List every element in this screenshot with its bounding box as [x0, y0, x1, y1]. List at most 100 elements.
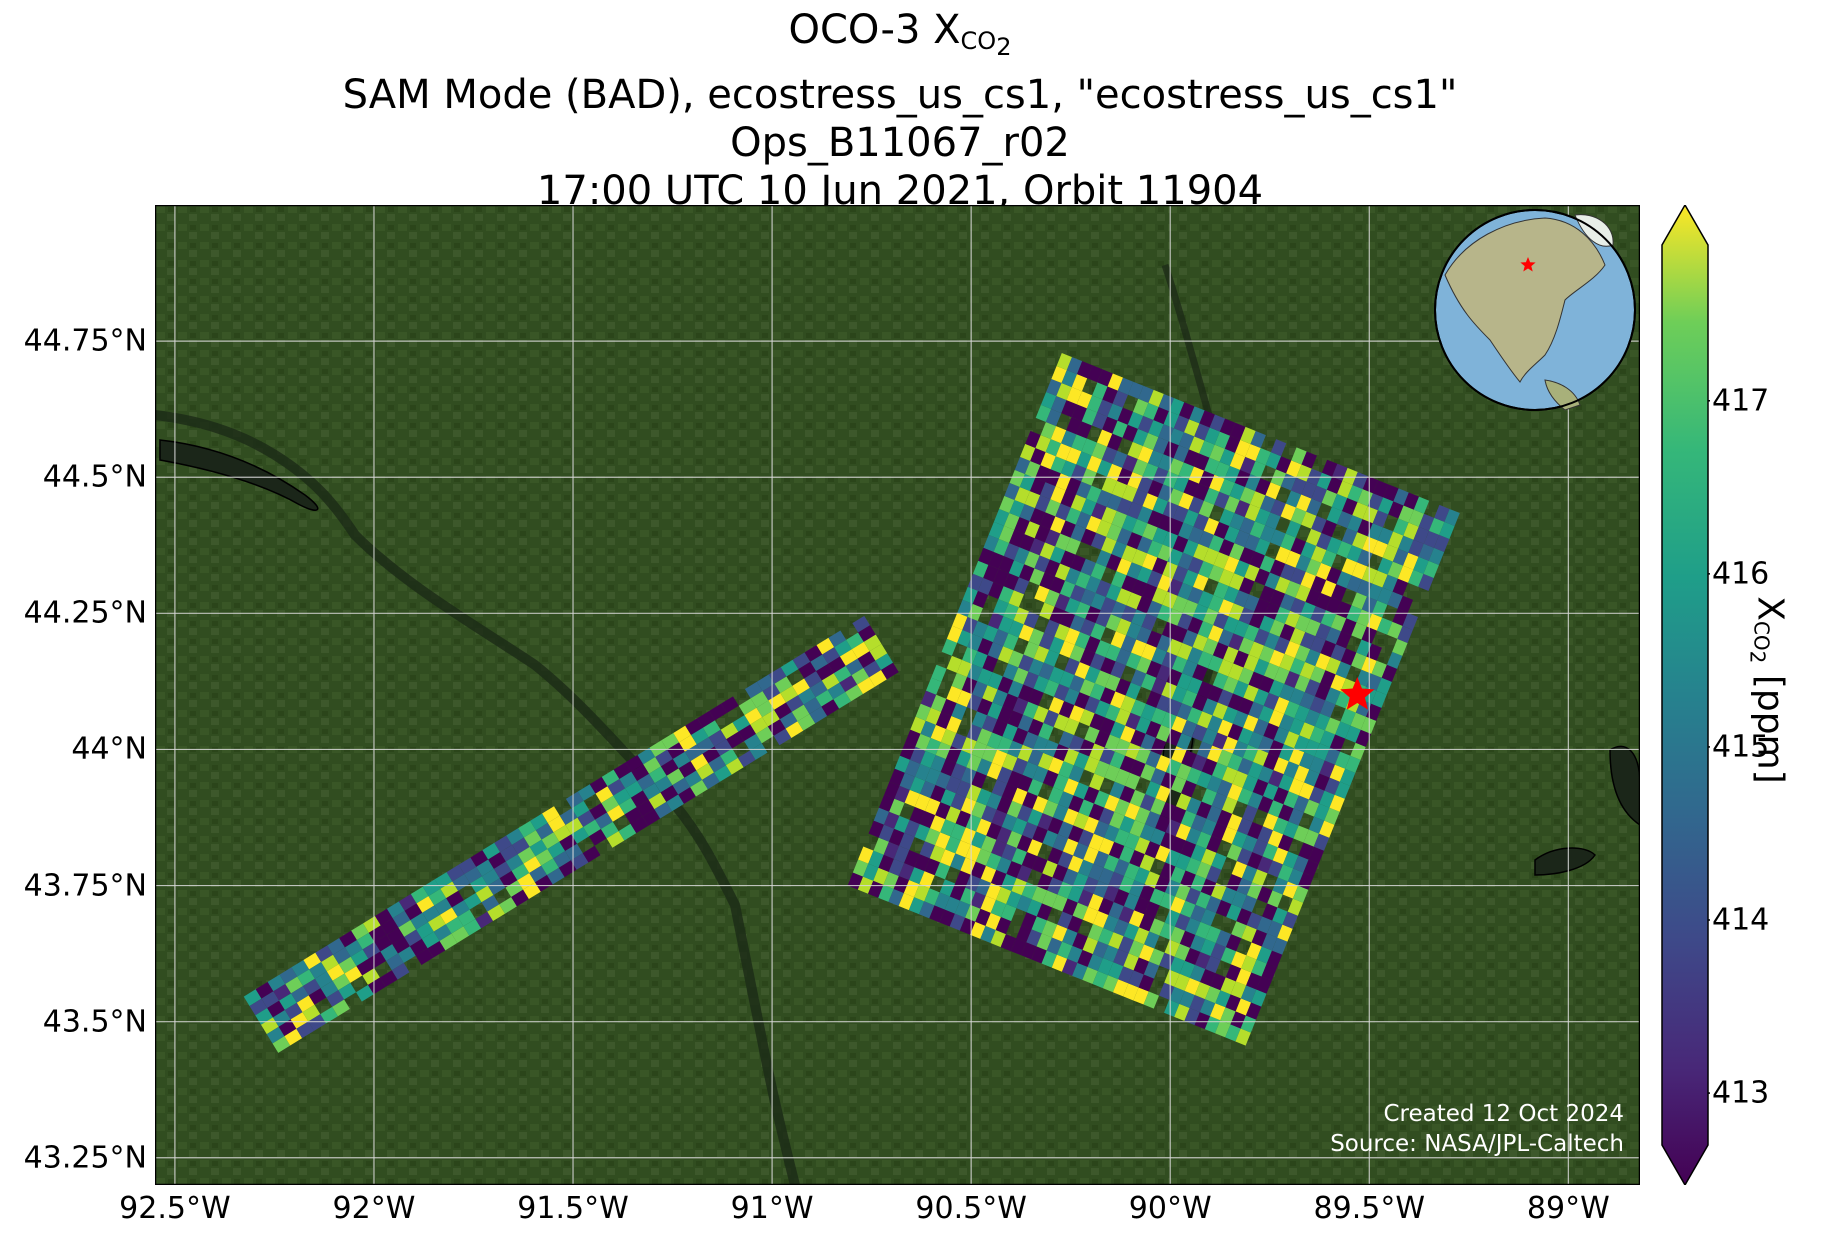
sounding-cell: [945, 746, 962, 764]
sounding-cell: [809, 706, 828, 724]
sounding-cell: [428, 888, 447, 906]
sounding-cell: [1103, 914, 1119, 933]
sounding-cell: [1170, 836, 1186, 854]
sounding-cell: [1104, 764, 1120, 782]
sounding-cell: [1428, 547, 1445, 566]
sounding-cell: [919, 901, 935, 919]
sounding-cell: [1165, 819, 1181, 837]
sounding-cell: [351, 923, 369, 941]
sounding-cell: [908, 897, 925, 915]
sounding-cell: [1077, 889, 1094, 907]
sounding-cell: [1200, 878, 1217, 896]
sounding-cell: [905, 729, 921, 747]
sounding-cell: [976, 818, 992, 836]
sounding-cell: [392, 936, 410, 954]
sounding-cell: [998, 616, 1014, 634]
sounding-cell: [1201, 758, 1218, 776]
sounding-cell: [1175, 883, 1191, 901]
sounding-cell: [679, 735, 697, 752]
sounding-cell: [1335, 631, 1352, 649]
sounding-cell: [1294, 705, 1310, 723]
sounding-cell: [893, 845, 910, 863]
sounding-cell: [1072, 932, 1088, 950]
sounding-cell: [1004, 512, 1020, 531]
sounding-cell: [1206, 865, 1222, 883]
y-tick-label: 43.25°N: [23, 1140, 147, 1176]
sounding-cell: [255, 1008, 273, 1025]
sounding-cell: [1242, 774, 1259, 792]
sounding-cell: [1222, 676, 1239, 694]
sounding-cell: [1227, 723, 1244, 741]
sounding-cell: [1265, 512, 1281, 530]
sounding-cell: [1070, 524, 1086, 542]
sounding-cell: [1183, 479, 1199, 497]
sounding-cell: [660, 759, 679, 776]
sounding-cell: [1342, 467, 1358, 485]
sounding-cell: [1352, 472, 1368, 490]
sounding-cell: [1110, 631, 1127, 649]
sounding-cell: [1119, 815, 1135, 833]
sounding-cell: [924, 858, 940, 876]
sounding-cell: [1195, 921, 1211, 939]
sounding-cell: [940, 728, 957, 747]
sounding-cell: [1013, 667, 1029, 685]
sounding-cell: [991, 839, 1007, 857]
sounding-cell: [1106, 553, 1122, 572]
sounding-cell: [1143, 961, 1160, 979]
sounding-cell: [939, 849, 956, 867]
sounding-cell: [1195, 951, 1211, 970]
sounding-cell: [1397, 625, 1413, 643]
sounding-cell: [1329, 764, 1346, 782]
sounding-cell: [1187, 677, 1203, 695]
sounding-cell: [980, 865, 997, 883]
sounding-cell: [1223, 646, 1239, 664]
sounding-cell: [1155, 785, 1171, 803]
sounding-cell: [998, 586, 1014, 604]
sounding-cell: [1299, 662, 1316, 680]
sounding-cell: [990, 899, 1007, 918]
sounding-cell: [1087, 365, 1103, 383]
sounding-cell: [1256, 946, 1273, 964]
sounding-cell: [1055, 533, 1071, 551]
sounding-cell: [1089, 713, 1105, 731]
sounding-cell: [875, 653, 894, 671]
sounding-cell: [1116, 497, 1133, 516]
sounding-cell: [1212, 642, 1229, 660]
sounding-cell: [1040, 482, 1056, 500]
sounding-cell: [1156, 664, 1172, 682]
sounding-cell: [1295, 614, 1311, 632]
sounding-cell: [1021, 912, 1037, 930]
sounding-cell: [1272, 817, 1289, 835]
sounding-cell: [1386, 651, 1403, 669]
sounding-cell: [1177, 642, 1193, 660]
sounding-cell: [972, 560, 989, 578]
y-tick-label: 44.5°N: [42, 459, 147, 495]
sounding-cell: [1290, 597, 1306, 615]
sounding-cell: [1172, 535, 1189, 553]
sounding-cell: [1278, 774, 1294, 792]
sounding-cell: [1428, 517, 1445, 535]
sounding-cell: [992, 629, 1009, 647]
sounding-cell: [1130, 669, 1147, 687]
sounding-cell: [815, 689, 834, 707]
sounding-cell: [1198, 470, 1215, 488]
sounding-cell: [1051, 396, 1067, 414]
sounding-cell: [1423, 530, 1440, 548]
sounding-cell: [993, 538, 1010, 557]
sounding-cell: [1229, 543, 1245, 561]
sounding-cell: [1185, 827, 1202, 845]
sounding-cell: [1120, 695, 1136, 713]
sounding-cell: [1019, 534, 1035, 552]
sounding-cell: [1387, 591, 1403, 609]
sounding-cell: [821, 699, 840, 717]
sounding-cell: [1011, 878, 1027, 896]
sounding-cell: [1159, 892, 1176, 910]
sounding-cell: [1235, 439, 1251, 457]
sounding-cell: [1075, 571, 1091, 589]
sounding-cell: [1111, 480, 1128, 498]
sounding-cell: [935, 802, 951, 820]
sounding-cell: [410, 886, 429, 904]
sounding-cell: [1157, 484, 1174, 502]
sounding-cell: [1207, 655, 1224, 673]
sounding-cell: [803, 697, 822, 714]
